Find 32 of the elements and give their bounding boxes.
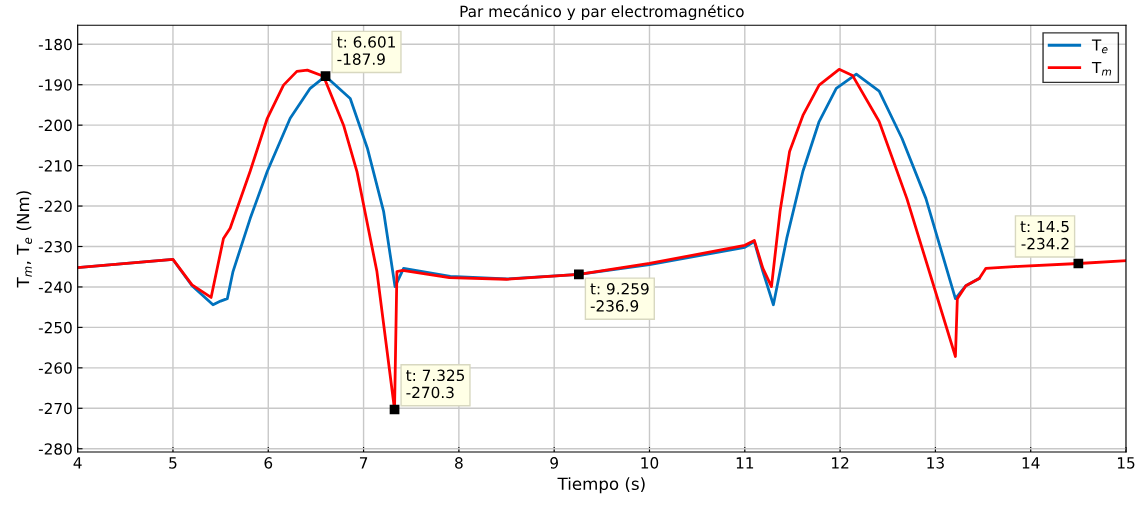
chart-title: Par mecánico y par electromagnético	[460, 4, 744, 21]
legend-label: T$_{m}$	[1091, 61, 1112, 76]
x-axis-title: Tiempo (s)	[557, 477, 645, 494]
annotation: t: 6.601 -187.9	[337, 36, 395, 65]
x-tick-label: 7	[359, 457, 368, 469]
x-tick-label: 4	[73, 457, 82, 469]
y-tick-label: -210	[38, 160, 72, 172]
x-tick-label: 6	[264, 457, 273, 469]
x-tick-label: 14	[1022, 457, 1040, 469]
x-tick-label: 13	[927, 457, 944, 469]
y-tick-label: -190	[38, 79, 72, 91]
x-tick-label: 15	[1117, 457, 1135, 469]
x-tick-label: 11	[736, 457, 754, 469]
x-tick-label: 9	[550, 457, 558, 469]
x-tick-label: 5	[169, 457, 177, 469]
legend-label: T$_{e}$	[1091, 39, 1108, 54]
y-tick-label: -180	[38, 38, 72, 51]
x-tick-label: 10	[641, 457, 659, 469]
y-tick-label: -270	[38, 402, 72, 415]
y-tick-label: -220	[38, 200, 72, 213]
annotation: t: 9.259 -236.9	[590, 283, 649, 312]
y-tick-label: -250	[38, 321, 72, 334]
y-tick-label: -260	[38, 362, 72, 374]
annotation: t: 14.5 -234.2	[1020, 220, 1069, 250]
annotation: t: 7.325 -270.3	[406, 369, 465, 399]
y-tick-label: -280	[38, 443, 72, 455]
y-tick-label: -240	[38, 281, 72, 293]
y-tick-label: -230	[38, 240, 72, 253]
x-tick-label: 8	[455, 457, 463, 469]
y-tick-label: -200	[38, 119, 72, 132]
y-axis-title: T$_{m}$, T$_{e}$ (Nm)	[16, 191, 32, 288]
x-tick-label: 12	[832, 457, 849, 469]
